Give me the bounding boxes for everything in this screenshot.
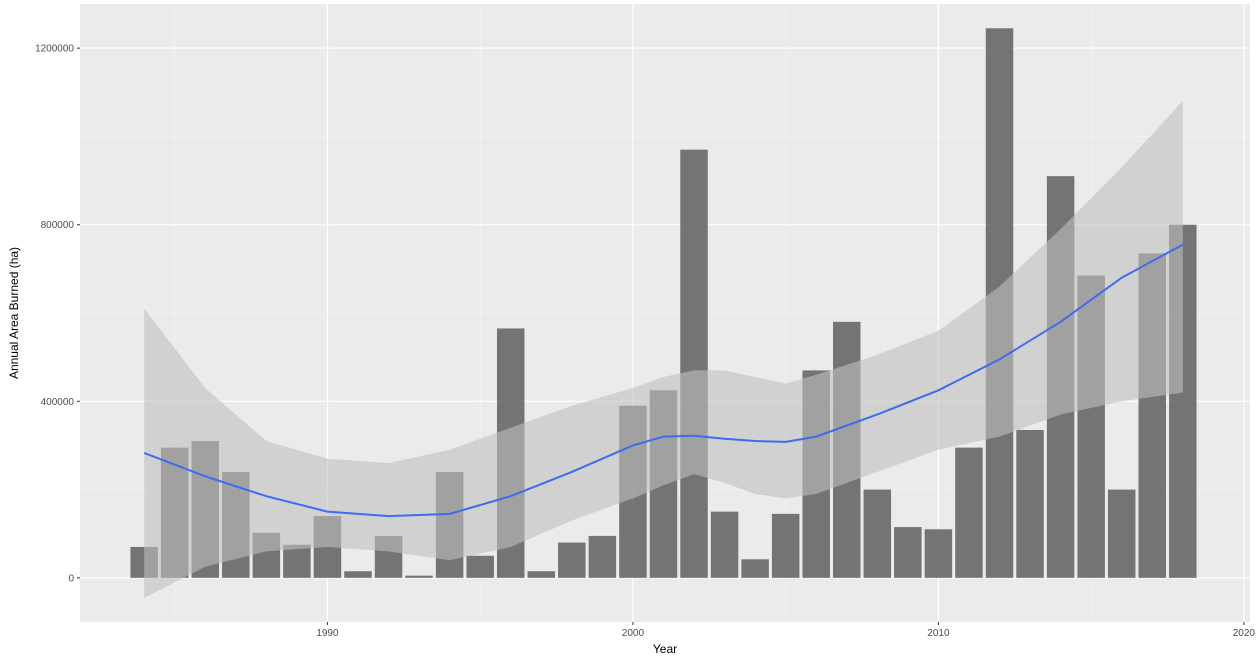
y-axis-title: Annual Area Burned (ha) <box>7 247 21 379</box>
x-tick-label: 2020 <box>1233 628 1256 639</box>
smooth-line-layer <box>143 243 1184 518</box>
confidence-ribbon <box>144 101 1183 598</box>
bar-2002 <box>680 149 708 578</box>
x-axis-title: Year <box>653 642 677 656</box>
bar-1995 <box>466 555 494 578</box>
bar-2013 <box>1016 429 1044 578</box>
bar-2011 <box>955 447 983 578</box>
x-tick-label: 2010 <box>927 628 950 639</box>
y-tick-label: 400000 <box>41 397 75 408</box>
bar-2016 <box>1107 489 1136 578</box>
bar-2010 <box>924 529 953 578</box>
y-tick-label: 1200000 <box>35 44 74 55</box>
bar-1993 <box>405 575 433 578</box>
confidence-ribbon-layer <box>144 101 1183 598</box>
y-axis: 0 400000 800000 1200000 <box>35 44 80 584</box>
bar-1999 <box>588 535 617 578</box>
bar-2003 <box>710 511 739 578</box>
bar-2008 <box>863 489 892 578</box>
bar-1989 <box>283 544 311 578</box>
grid <box>80 4 1250 622</box>
bar-1998 <box>558 542 586 578</box>
bar-2009 <box>894 527 922 578</box>
x-axis: 1990 2000 2010 2020 <box>316 622 1255 639</box>
y-tick-label: 800000 <box>41 220 75 231</box>
bar-1997 <box>527 571 556 578</box>
bar-2005 <box>771 513 800 578</box>
smooth-trend-line <box>143 243 1184 518</box>
y-tick-label: 0 <box>68 573 74 584</box>
bar-1991 <box>344 571 372 578</box>
x-tick-label: 2000 <box>622 628 645 639</box>
x-tick-label: 1990 <box>316 628 339 639</box>
bar-2004 <box>741 559 769 578</box>
